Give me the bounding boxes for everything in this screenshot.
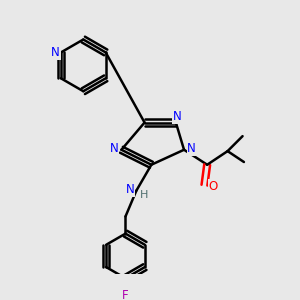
Text: N: N: [187, 142, 196, 155]
Text: O: O: [208, 180, 218, 193]
Text: N: N: [173, 110, 182, 123]
Text: N: N: [51, 46, 60, 59]
Text: N: N: [110, 142, 118, 155]
Text: H: H: [140, 190, 148, 200]
Text: N: N: [126, 183, 135, 196]
Text: F: F: [122, 289, 129, 300]
